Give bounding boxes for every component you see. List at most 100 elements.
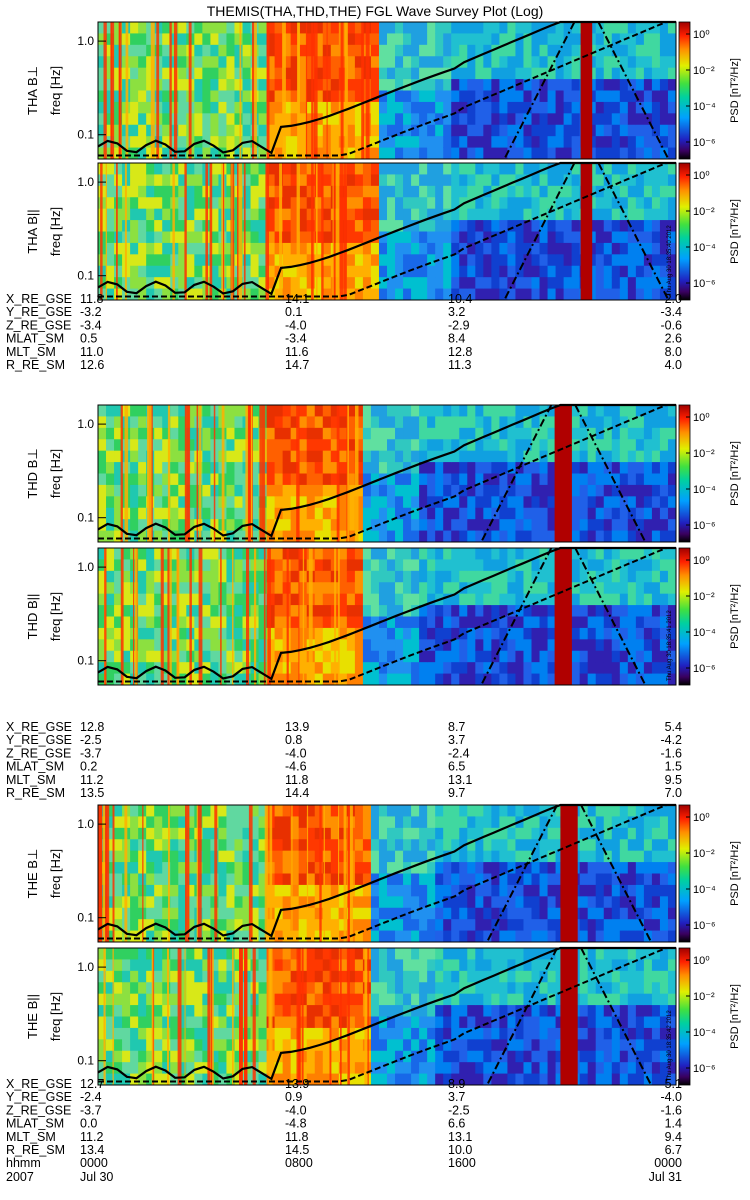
wave-streak [266, 22, 270, 159]
spectrogram-cell [619, 805, 629, 817]
spectrogram-cell [531, 850, 540, 863]
spectrogram-cell [170, 1073, 179, 1086]
spectrogram-cell [531, 548, 540, 560]
spectrogram-cell [387, 919, 396, 931]
spectrogram-cell [322, 519, 332, 531]
spectrogram-cell [459, 650, 468, 663]
spectrogram-cell [170, 959, 179, 972]
spectrogram-cell [603, 136, 613, 148]
spectrogram-cell [282, 439, 292, 452]
spectrogram-cell [539, 530, 548, 543]
spectrogram-cell [346, 548, 356, 560]
spectrogram-cell [234, 1039, 243, 1052]
spectrogram-cell [539, 124, 548, 137]
spectrogram-cell [202, 450, 211, 463]
spectrogram-cell [106, 616, 115, 629]
spectrogram-cell [451, 627, 460, 640]
spectrogram-cell [459, 519, 468, 531]
spectrogram-cell [467, 627, 476, 640]
spectrogram-cell [523, 288, 532, 301]
spectrogram-cell [419, 416, 428, 429]
spectrogram-cell [515, 265, 524, 278]
spectrogram-cell [194, 1050, 203, 1063]
spectrogram-cell [354, 450, 364, 463]
spectrogram-cell [378, 559, 388, 572]
spectrogram-cell [282, 827, 292, 840]
spectrogram-cell [186, 1027, 195, 1040]
spectrogram-cell [250, 816, 259, 829]
spectrogram-cell [250, 163, 259, 175]
colorbar-tick-label: 10⁻⁶ [693, 663, 716, 675]
spectrogram-cell [106, 896, 115, 909]
spectrogram-cell [627, 462, 637, 474]
spectrogram-cell [322, 570, 332, 583]
colorbar-tick-label: 10⁻² [693, 206, 715, 218]
spectrogram-cell [555, 242, 565, 255]
spectrogram-cell [194, 185, 203, 198]
spectrogram-cell [282, 530, 292, 543]
spectrogram-cell [370, 79, 380, 91]
spectrogram-cell [643, 439, 653, 452]
spectrogram-cell [106, 1005, 115, 1017]
spectrogram-cell [290, 919, 300, 931]
spectrogram-cell [138, 462, 147, 474]
spectrogram-cell [435, 185, 444, 198]
spectrogram-cell [346, 254, 356, 267]
spectrogram-cell [419, 405, 428, 417]
spectrogram-cell [186, 185, 195, 198]
spectrogram-cell [242, 288, 251, 301]
spectrogram-cell [338, 1050, 348, 1063]
spectrogram-cell [451, 208, 460, 221]
spectrogram-cell [459, 450, 468, 463]
spectrogram-cell [314, 185, 324, 198]
spectrogram-cell [475, 113, 484, 126]
spectrogram-cell [491, 44, 500, 57]
spectrogram-cell [531, 220, 540, 232]
spectrogram-cell [370, 507, 380, 520]
spectrogram-cell [266, 56, 276, 69]
spectrogram-cell [314, 22, 324, 34]
spectrogram-cell [635, 907, 645, 920]
spectrogram-cell [395, 570, 404, 583]
spectrogram-cell [515, 593, 524, 606]
spectrogram-cell [354, 627, 364, 640]
wave-streak [174, 22, 178, 159]
spectrogram-cell [411, 462, 420, 474]
spectrogram-cell [290, 473, 300, 486]
spectrogram-cell [539, 220, 548, 232]
spectrogram-cell [378, 147, 388, 160]
spectrogram-cell [499, 185, 508, 198]
spectrogram-cell [539, 519, 548, 531]
spectrogram-cell [226, 873, 235, 886]
spectrogram-cell [234, 970, 243, 983]
spectrogram-cell [114, 450, 123, 463]
spectrogram-cell [571, 427, 581, 440]
spectrogram-cell [322, 1016, 332, 1029]
wave-streak [184, 163, 187, 300]
spectrogram-cell [338, 496, 348, 509]
spectrogram-cell [395, 593, 404, 606]
spectrogram-cell [483, 548, 492, 560]
spectrogram-cell [298, 22, 308, 34]
spectrogram-cell [98, 1027, 107, 1040]
y-tick-label: 0.1 [77, 911, 94, 925]
spectrogram-cell [234, 862, 243, 874]
spectrogram-cell [106, 242, 115, 255]
spectrogram-cell [459, 90, 468, 103]
spectrogram-cell [130, 288, 139, 301]
spectrogram-cell [531, 662, 540, 674]
spectrogram-cell [611, 593, 621, 606]
spectrogram-cell [106, 197, 115, 210]
spectrogram-cell [579, 639, 589, 652]
spectrogram-cell [547, 56, 556, 69]
spectrogram-cell [603, 650, 613, 663]
spectrogram-cell [226, 1016, 235, 1029]
spectrogram-cell [627, 616, 637, 629]
spectrogram-cell [491, 56, 500, 69]
spectrogram-cell [306, 124, 316, 137]
spectrogram-cell [170, 930, 179, 943]
spectrogram-cell [178, 519, 187, 531]
spectrogram-cell [154, 507, 163, 520]
spectrogram-cell [354, 948, 364, 960]
spectrogram-cell [667, 907, 677, 920]
